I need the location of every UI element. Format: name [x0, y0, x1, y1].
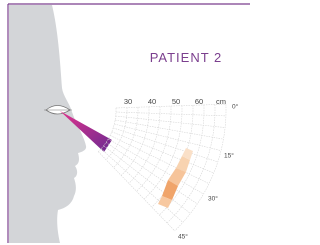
angle-label: 30° [208, 195, 218, 203]
title: PATIENT 2 [150, 50, 223, 65]
grid-line [115, 120, 223, 139]
angle-label: 0° [232, 103, 239, 111]
angle-label: 15° [224, 152, 234, 160]
distance-label: 60 [195, 97, 203, 106]
angle-label: 45° [178, 233, 188, 241]
diagram: PATIENT 2 30 40 50 60 cm 0° 15° 30° 45° [0, 0, 253, 245]
grid-line [116, 116, 225, 127]
grid-line [114, 124, 221, 151]
distance-label: 40 [148, 97, 156, 106]
grid-line [112, 132, 214, 173]
measurement-patch [158, 148, 193, 208]
distance-label: cm [216, 97, 226, 106]
distance-label: 50 [172, 97, 180, 106]
grid-line [116, 112, 226, 116]
grid-line [98, 152, 174, 231]
distance-label: 30 [124, 97, 132, 106]
grid-line [110, 135, 209, 183]
polar-grid [98, 104, 226, 231]
